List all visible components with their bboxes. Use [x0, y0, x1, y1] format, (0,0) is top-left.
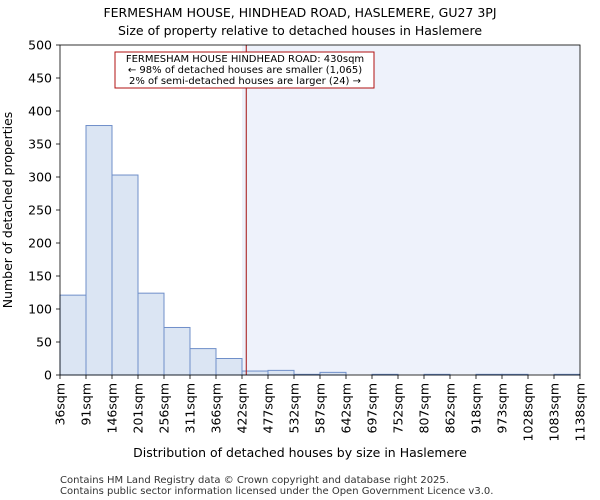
bars-group — [59, 125, 581, 376]
x-tick-label-642sqm: 642sqm — [339, 383, 354, 433]
bar-201sqm — [137, 292, 165, 376]
chart-title: FERMESHAM HOUSE, HINDHEAD ROAD, HASLEMER… — [103, 5, 496, 20]
annotation-line-2: ← 98% of detached houses are smaller (1,… — [128, 65, 362, 76]
y-tick-label-250: 250 — [28, 203, 52, 218]
x-tick-label-1028sqm: 1028sqm — [521, 383, 536, 441]
y-tick-label-150: 150 — [28, 269, 52, 284]
chart-subtitle: Size of property relative to detached ho… — [118, 23, 482, 38]
x-tick-label-532sqm: 532sqm — [287, 383, 302, 433]
x-tick-label-477sqm: 477sqm — [261, 383, 276, 433]
x-tick-label-146sqm: 146sqm — [105, 383, 120, 433]
bar-91sqm — [85, 125, 113, 376]
x-tick-label-697sqm: 697sqm — [365, 383, 380, 433]
bar-477sqm — [267, 369, 295, 376]
footer-line-1: Contains HM Land Registry data © Crown c… — [60, 475, 449, 486]
y-tick-label-50: 50 — [36, 335, 52, 350]
y-tick-label-500: 500 — [28, 38, 52, 53]
annotation-line-3: 2% of semi-detached houses are larger (2… — [129, 76, 361, 87]
x-tick-label-311sqm: 311sqm — [183, 383, 198, 433]
annotation-box: FERMESHAM HOUSE HINDHEAD ROAD: 430sqm ← … — [114, 51, 375, 89]
y-axis-label: Number of detached properties — [0, 112, 15, 309]
y-tick-label-0: 0 — [44, 368, 52, 383]
x-axis-ticks: 36sqm 91sqm 146sqm 201sqm 256sqm 311sqm 366sqm… — [53, 375, 588, 441]
y-tick-label-400: 400 — [28, 104, 52, 119]
x-tick-label-91sqm: 91sqm — [79, 383, 94, 426]
bar-36sqm — [59, 294, 87, 376]
x-tick-label-422sqm: 422sqm — [235, 383, 250, 433]
y-tick-label-100: 100 — [28, 302, 52, 317]
x-tick-label-752sqm: 752sqm — [391, 383, 406, 433]
annotation-border — [114, 51, 375, 89]
x-axis-label: Distribution of detached houses by size … — [133, 445, 467, 460]
x-tick-label-366sqm: 366sqm — [209, 383, 224, 433]
annotation-line-1: FERMESHAM HOUSE HINDHEAD ROAD: 430sqm — [126, 54, 364, 65]
x-tick-label-973sqm: 973sqm — [495, 383, 510, 433]
x-tick-label-1083sqm: 1083sqm — [547, 383, 562, 441]
bar-366sqm — [215, 358, 243, 376]
y-axis-ticks: 0 50 100 150 200 250 300 350 400 450 500 — [28, 38, 60, 383]
x-tick-label-807sqm: 807sqm — [417, 383, 432, 433]
x-tick-label-201sqm: 201sqm — [131, 383, 146, 433]
x-tick-label-1138sqm: 1138sqm — [573, 383, 588, 441]
y-tick-label-200: 200 — [28, 236, 52, 251]
bar-146sqm — [111, 174, 139, 376]
highlight-region — [242, 45, 580, 375]
bar-311sqm — [189, 348, 217, 376]
y-tick-label-300: 300 — [28, 170, 52, 185]
bar-256sqm — [163, 326, 191, 376]
y-tick-label-350: 350 — [28, 137, 52, 152]
x-tick-label-36sqm: 36sqm — [53, 383, 68, 426]
footer-line-2: Contains public sector information licen… — [60, 486, 493, 497]
y-tick-label-450: 450 — [28, 71, 52, 86]
x-tick-label-918sqm: 918sqm — [469, 383, 484, 433]
x-tick-label-587sqm: 587sqm — [313, 383, 328, 433]
x-tick-label-256sqm: 256sqm — [157, 383, 172, 433]
x-tick-label-862sqm: 862sqm — [443, 383, 458, 433]
